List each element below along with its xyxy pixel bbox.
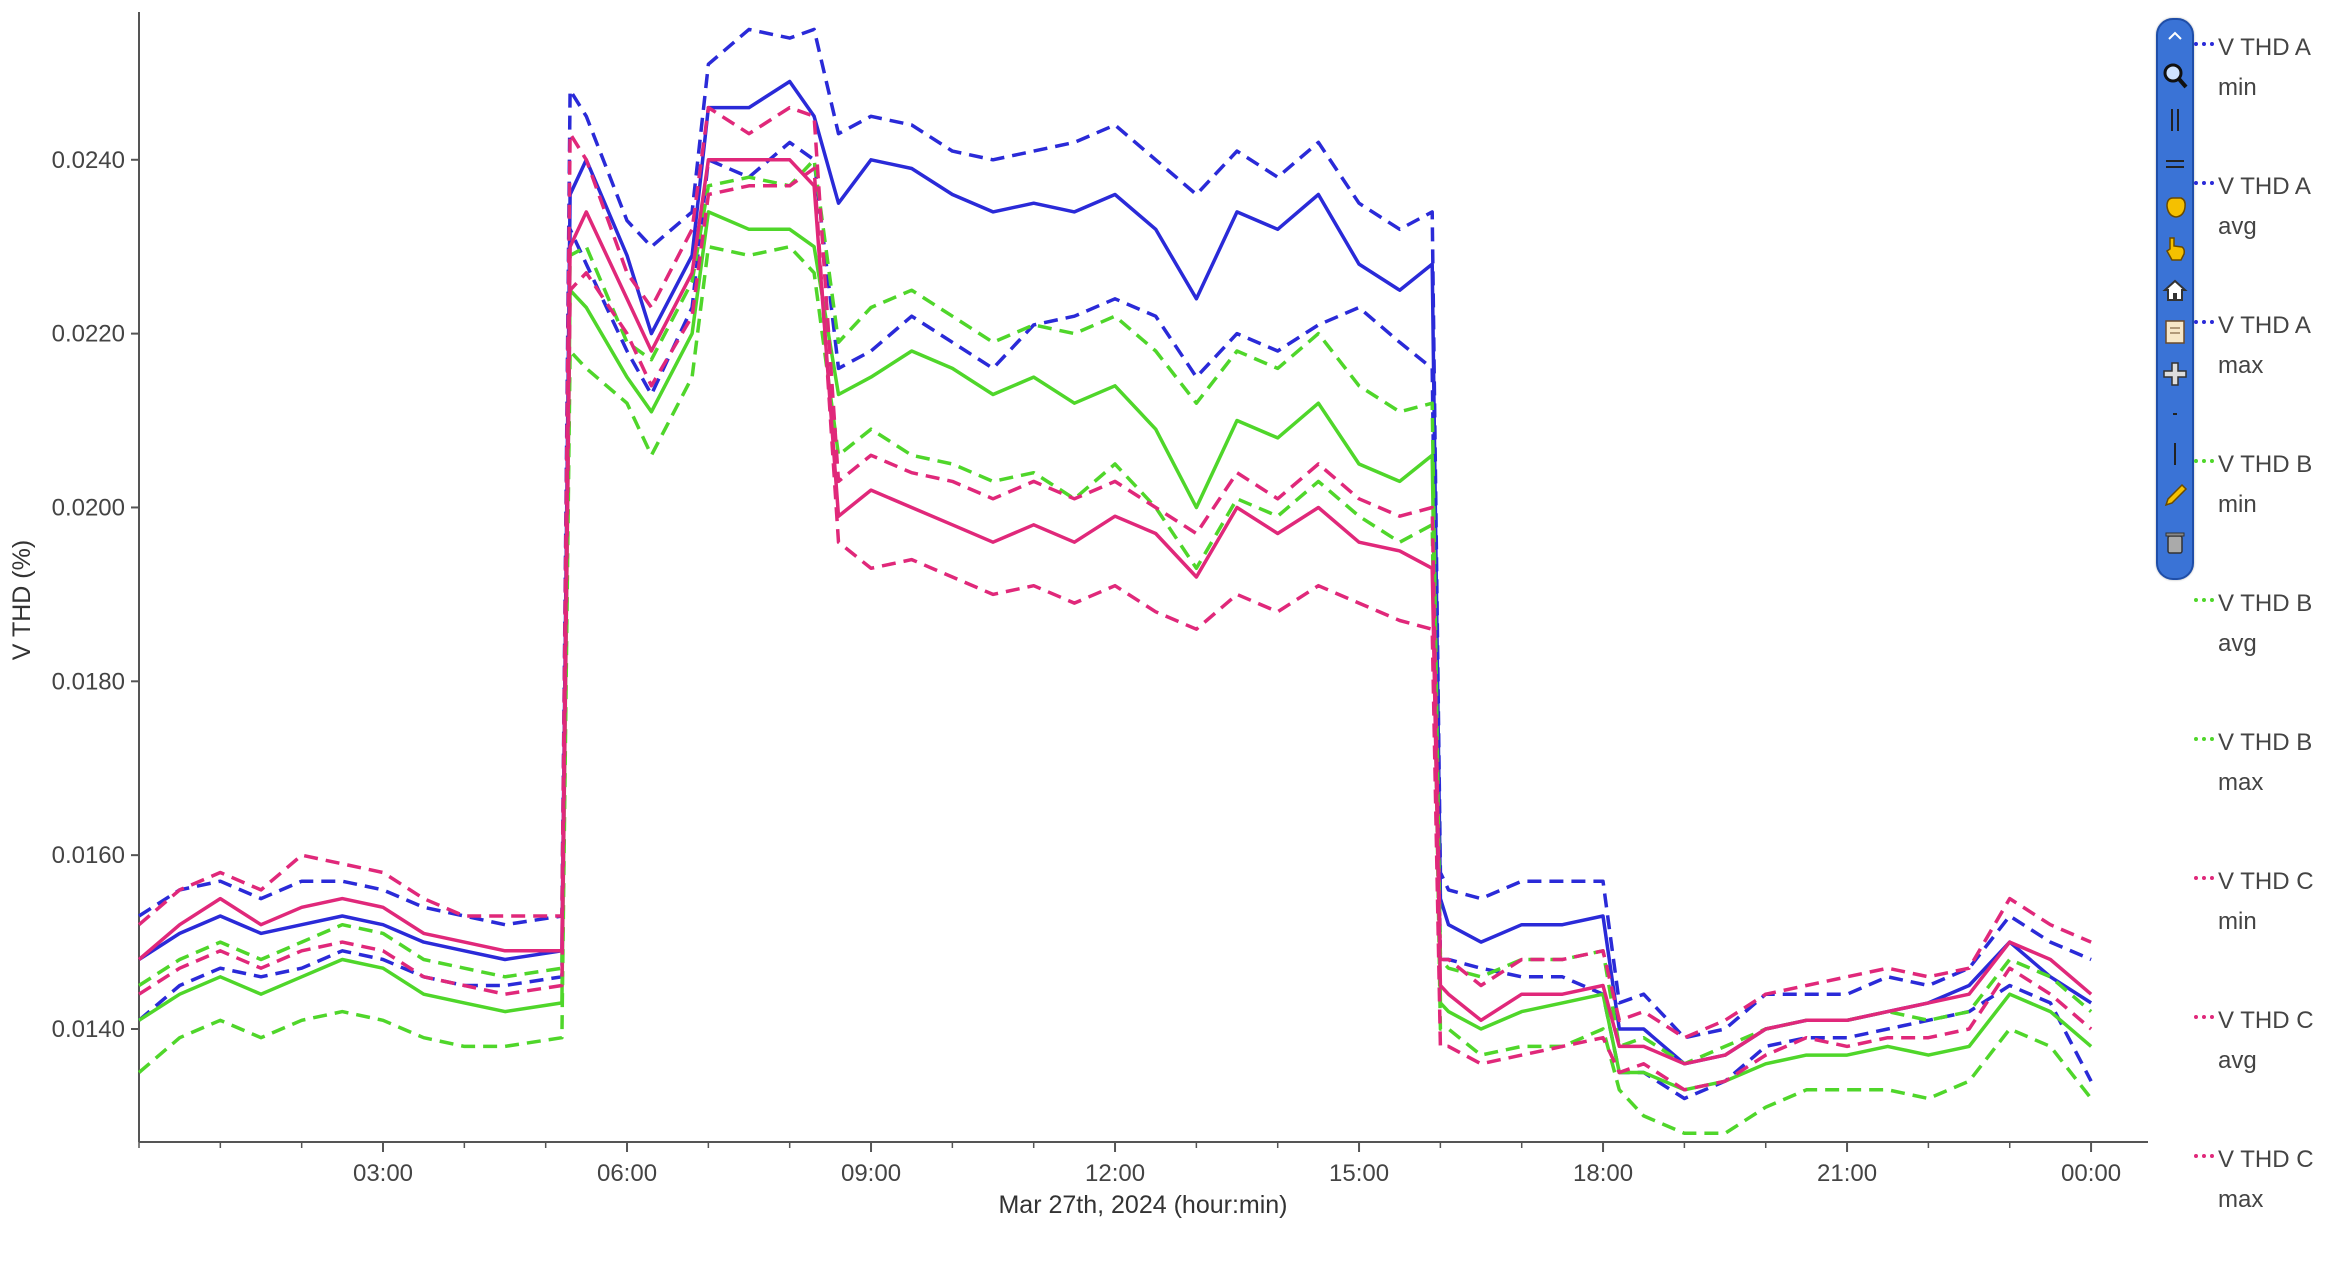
trash-icon[interactable] [2161, 528, 2189, 556]
legend-swatch [2194, 1015, 2214, 1019]
axes: 0.0140 0.0160 0.0180 0.0200 0.0220 0.0240 03:0… [52, 12, 2148, 1187]
y-tick-label: 0.0240 [52, 147, 125, 174]
y-tick-label: 0.0200 [52, 494, 125, 521]
y-tick-label: 0.0160 [52, 842, 125, 869]
legend-label-line2: min [2218, 74, 2257, 101]
legend-label-line2: min [2218, 908, 2257, 935]
notes-icon[interactable] [2161, 318, 2189, 346]
legend-label-line2: avg [2218, 630, 2257, 657]
legend-swatch [2194, 598, 2214, 602]
legend-swatch [2194, 459, 2214, 463]
series-line-v-thd-b-max [138, 158, 2093, 1066]
x-tick-label: 21:00 [1817, 1160, 1877, 1187]
chart-toolbar [2156, 18, 2194, 580]
legend-item[interactable]: V THD B min [2188, 437, 2331, 576]
legend-label: V THD A min [2218, 28, 2328, 108]
pan-hand-icon[interactable] [2161, 192, 2189, 220]
legend-label: V THD B max [2218, 723, 2328, 803]
pencil-icon[interactable] [2161, 482, 2189, 510]
legend-item[interactable]: V THD B max [2188, 715, 2331, 854]
x-tick-label: 03:00 [353, 1160, 413, 1187]
legend-label: V THD B min [2218, 445, 2328, 525]
legend-item[interactable]: V THD A avg [2188, 159, 2331, 298]
legend-swatch [2194, 1154, 2214, 1158]
series-line-v-thd-a-min [137, 140, 2093, 1101]
legend: V THD A min V THD A avg V THD A max V THD B min… [2188, 20, 2331, 1271]
legend-item[interactable]: V THD A max [2188, 298, 2331, 437]
series-layer [137, 27, 2093, 1136]
legend-swatch [2194, 876, 2214, 880]
legend-label-line1: V THD C [2218, 868, 2314, 895]
legend-label: V THD A avg [2218, 167, 2328, 247]
collapse-icon[interactable] [2161, 22, 2189, 50]
y-tick-label: 0.0140 [52, 1016, 125, 1043]
x-tick-label: 18:00 [1573, 1160, 1633, 1187]
legend-label-line1: V THD B [2218, 729, 2313, 756]
legend-item[interactable]: V THD B avg [2188, 576, 2331, 715]
legend-label-line1: V THD A [2218, 34, 2311, 61]
legend-swatch [2194, 320, 2214, 324]
legend-label-line2: avg [2218, 1047, 2257, 1074]
legend-label-line1: V THD A [2218, 312, 2311, 339]
vertical-lines-icon[interactable] [2161, 106, 2189, 134]
y-axis-label: V THD (%) [8, 540, 36, 660]
legend-item[interactable]: V THD C max [2188, 1132, 2331, 1271]
legend-label: V THD C avg [2218, 1001, 2328, 1081]
x-tick-label: 12:00 [1085, 1160, 1145, 1187]
y-tick-label: 0.0180 [52, 668, 125, 695]
legend-label-line1: V THD C [2218, 1007, 2314, 1034]
x-tick-label: 00:00 [2061, 1160, 2121, 1187]
legend-label-line1: V THD C [2218, 1146, 2314, 1173]
x-axis-label: Mar 27th, 2024 (hour:min) [998, 1191, 1287, 1219]
minus-icon[interactable] [2161, 400, 2189, 428]
series-line-v-thd-a-max [138, 27, 2092, 1040]
legend-label: V THD C min [2218, 862, 2328, 942]
horizontal-lines-icon[interactable] [2161, 150, 2189, 178]
zoom-icon[interactable] [2161, 62, 2189, 90]
legend-label-line1: V THD A [2218, 173, 2311, 200]
legend-item[interactable]: V THD A min [2188, 20, 2331, 159]
legend-label-line1: V THD B [2218, 590, 2313, 617]
x-tick-label: 09:00 [841, 1160, 901, 1187]
legend-label: V THD C max [2218, 1140, 2328, 1220]
legend-item[interactable]: V THD C min [2188, 854, 2331, 993]
chart: 0.0140 0.0160 0.0180 0.0200 0.0220 0.0240 03:0… [8, 12, 2148, 1219]
legend-label-line2: avg [2218, 213, 2257, 240]
legend-swatch [2194, 42, 2214, 46]
series-line-v-thd-b-min [137, 244, 2093, 1136]
home-icon[interactable] [2161, 276, 2189, 304]
pointer-hand-icon[interactable] [2161, 234, 2189, 262]
series-line-v-thd-a-avg [138, 79, 2093, 1066]
legend-label: V THD A max [2218, 306, 2328, 386]
series-line-v-thd-b-avg [138, 210, 2093, 1092]
legend-label-line1: V THD B [2218, 451, 2313, 478]
legend-swatch [2194, 737, 2214, 741]
legend-label-line2: max [2218, 769, 2264, 796]
legend-label: V THD B avg [2218, 584, 2328, 664]
x-tick-label: 15:00 [1329, 1160, 1389, 1187]
legend-label-line2: max [2218, 1186, 2264, 1213]
crosshair-icon[interactable] [2161, 360, 2189, 388]
legend-item[interactable]: V THD C avg [2188, 993, 2331, 1132]
legend-label-line2: min [2218, 491, 2257, 518]
x-tick-label: 06:00 [597, 1160, 657, 1187]
legend-label-line2: max [2218, 352, 2264, 379]
series-line-v-thd-c-avg [137, 158, 2093, 1066]
legend-swatch [2194, 181, 2214, 185]
vertical-line-icon[interactable] [2161, 440, 2189, 468]
series-line-v-thd-c-max [137, 105, 2092, 1040]
y-tick-label: 0.0220 [52, 321, 125, 348]
series-line-v-thd-c-min [138, 166, 2093, 1092]
